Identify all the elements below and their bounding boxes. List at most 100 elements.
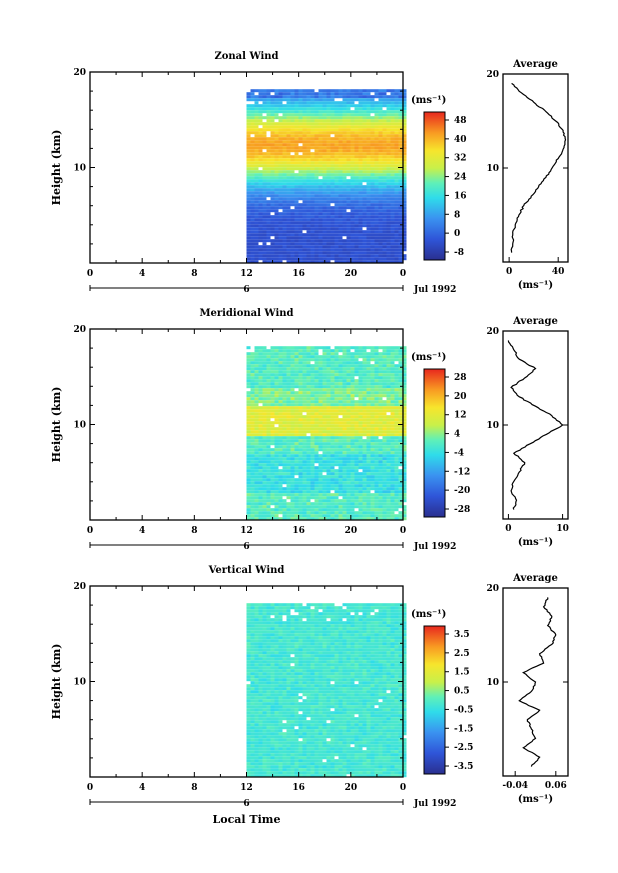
heatmap-cell	[398, 149, 403, 153]
heatmap-cell	[334, 484, 339, 488]
heatmap-cell	[294, 466, 299, 470]
heatmap-cell	[390, 376, 395, 380]
heatmap-cell	[334, 397, 339, 401]
heatmap-cell	[322, 487, 327, 491]
heatmap-cell	[338, 257, 343, 261]
heatmap-cell	[254, 352, 259, 356]
heatmap-cell	[366, 179, 371, 183]
heatmap-cell	[318, 478, 323, 482]
heatmap-cell	[382, 463, 387, 467]
heatmap-cell	[262, 361, 267, 365]
heatmap-cell	[278, 218, 283, 222]
heatmap-cell	[250, 603, 255, 607]
heatmap-cell	[374, 505, 379, 509]
heatmap-cell	[326, 125, 331, 129]
heatmap-cell	[262, 167, 267, 171]
profile-y-tick-label: 20	[486, 327, 499, 337]
heatmap-cell	[246, 245, 251, 249]
heatmap-cell	[310, 245, 315, 249]
heatmap-cell	[358, 409, 363, 413]
heatmap-cell	[374, 502, 379, 506]
heatmap-cell	[358, 430, 363, 434]
heatmap-cell	[362, 358, 367, 362]
heatmap-cell	[382, 352, 387, 356]
heatmap-cell	[254, 460, 259, 464]
heatmap-cell	[258, 624, 263, 628]
heatmap-cell	[270, 206, 275, 210]
heatmap-cell	[402, 125, 407, 129]
heatmap-cell	[286, 239, 291, 243]
heatmap-cell	[294, 603, 299, 607]
heatmap-cell	[386, 439, 391, 443]
heatmap-cell	[318, 137, 323, 141]
heatmap-cell	[386, 382, 391, 386]
heatmap-cell	[314, 475, 319, 479]
heatmap-cell	[266, 257, 271, 261]
heatmap-cell	[270, 385, 275, 389]
heatmap-cell	[402, 514, 407, 518]
heatmap-cell	[262, 433, 267, 437]
heatmap-cell	[350, 206, 355, 210]
heatmap-cell	[338, 385, 343, 389]
heatmap-cell	[258, 379, 263, 383]
x-tick-label: 20	[345, 269, 358, 279]
heatmap-cell	[378, 215, 383, 219]
heatmap-cell	[270, 349, 275, 353]
heatmap-cell	[354, 481, 359, 485]
heatmap-cell	[298, 245, 303, 249]
heatmap-cell	[314, 373, 319, 377]
heatmap-cell	[274, 373, 279, 377]
heatmap-cell	[370, 385, 375, 389]
heatmap-cell	[346, 484, 351, 488]
heatmap-cell	[278, 152, 283, 156]
heatmap-cell	[338, 89, 343, 93]
heatmap-cell	[286, 236, 291, 240]
heatmap-cell	[294, 382, 299, 386]
heatmap-cell	[254, 612, 259, 616]
heatmap-cell	[310, 110, 315, 114]
heatmap-cell	[310, 415, 315, 419]
heatmap-cell	[274, 621, 279, 625]
heatmap-cell	[246, 257, 251, 261]
heatmap-cell	[354, 349, 359, 353]
heatmap-cell	[338, 481, 343, 485]
heatmap-cell	[310, 254, 315, 258]
heatmap-cell	[254, 391, 259, 395]
heatmap-cell	[254, 439, 259, 443]
heatmap-cell	[378, 113, 383, 117]
heatmap-cell	[390, 475, 395, 479]
heatmap-cell	[378, 122, 383, 126]
heatmap-cell	[302, 161, 307, 165]
heatmap-cell	[294, 469, 299, 473]
heatmap-cell	[282, 143, 287, 147]
heatmap-cell	[338, 122, 343, 126]
heatmap-cell	[326, 406, 331, 410]
heatmap-cell	[250, 149, 255, 153]
heatmap-cell	[250, 194, 255, 198]
heatmap-cell	[258, 367, 263, 371]
heatmap-cell	[254, 236, 259, 240]
heatmap-cell	[366, 245, 371, 249]
heatmap-cell	[386, 373, 391, 377]
heatmap-cell	[274, 499, 279, 503]
heatmap-cell	[262, 248, 267, 252]
heatmap-cell	[362, 89, 367, 93]
heatmap-cell	[378, 98, 383, 102]
heatmap-cell	[266, 603, 271, 607]
heatmap-cell	[290, 400, 295, 404]
heatmap-cell	[294, 128, 299, 132]
heatmap-cell	[302, 158, 307, 162]
heatmap-cell	[386, 260, 391, 264]
heatmap-cell	[370, 239, 375, 243]
heatmap-cell	[318, 439, 323, 443]
heatmap-cell	[366, 409, 371, 413]
heatmap-cell	[358, 194, 363, 198]
heatmap-cell	[330, 400, 335, 404]
heatmap-cell	[318, 125, 323, 129]
heatmap-cell	[290, 98, 295, 102]
heatmap-cell	[306, 182, 311, 186]
heatmap-cell	[402, 475, 407, 479]
heatmap-cell	[366, 364, 371, 368]
heatmap-cell	[354, 158, 359, 162]
heatmap-cell	[318, 373, 323, 377]
